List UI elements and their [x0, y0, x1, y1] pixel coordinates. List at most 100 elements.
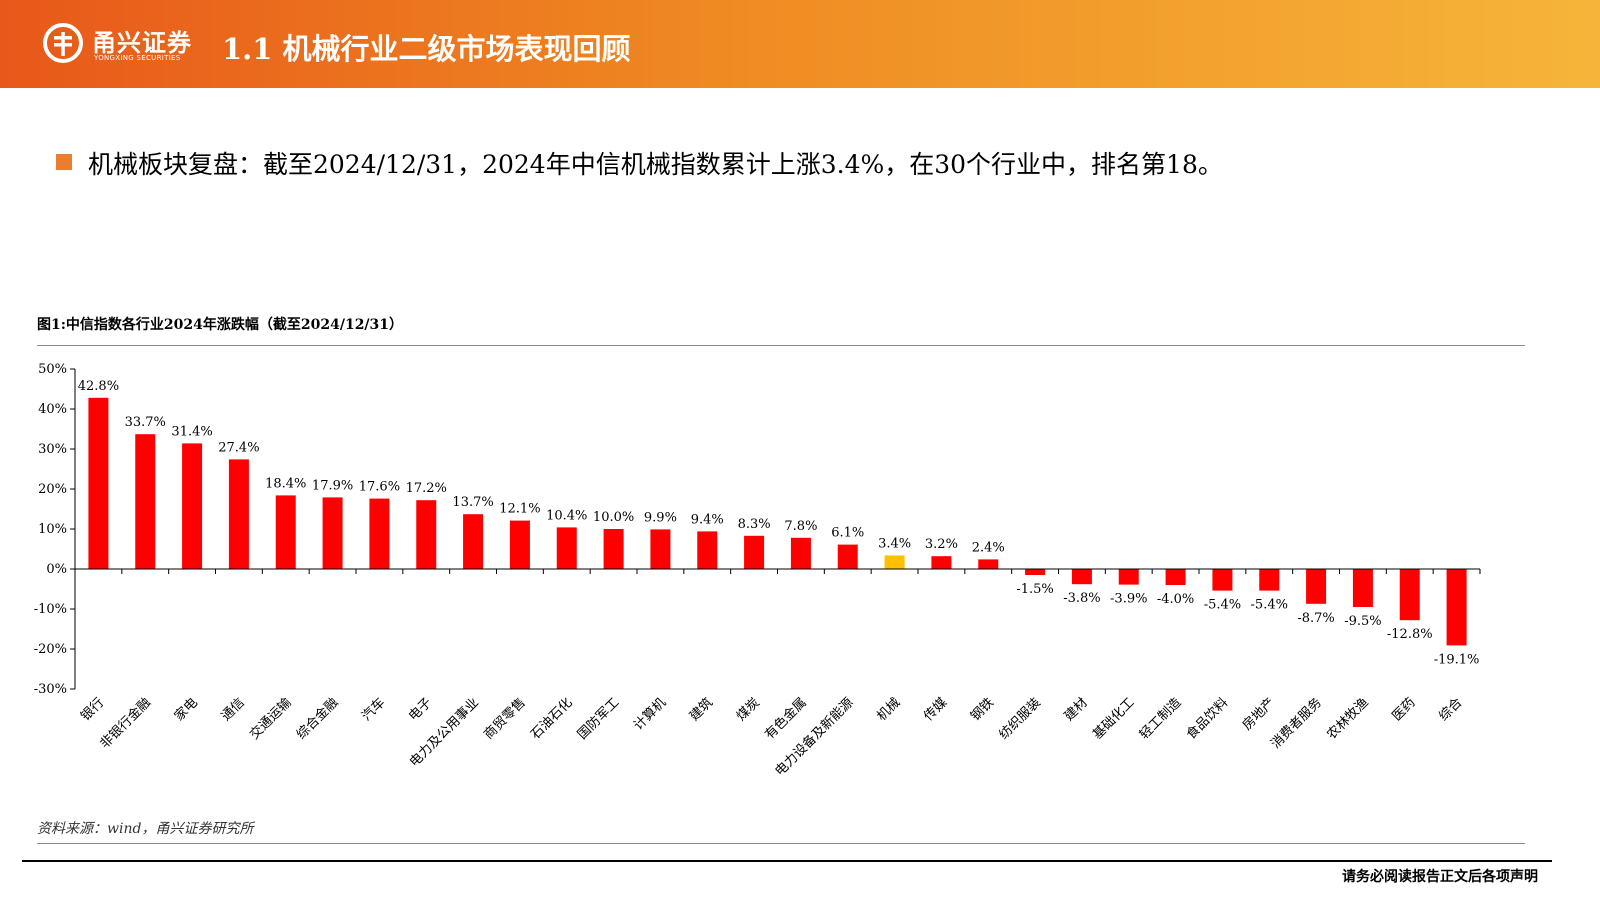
bar — [650, 529, 671, 569]
bar-value-label: 31.4% — [171, 424, 212, 439]
bar — [1352, 569, 1373, 607]
x-tick-label: 交通运输 — [246, 695, 294, 743]
bar — [88, 397, 109, 569]
x-tick-label: 电力设备及新能源 — [772, 695, 857, 780]
bar — [1071, 569, 1092, 585]
bar-value-label: 9.4% — [691, 512, 724, 527]
bar — [416, 500, 437, 569]
bullet-marker-icon — [56, 154, 72, 170]
brand-name-cn: 甬兴证券 — [92, 29, 192, 57]
y-tick-label: 20% — [38, 482, 67, 497]
bar-value-label: 17.6% — [359, 480, 400, 495]
bar — [837, 544, 858, 569]
x-tick-label: 电子 — [406, 695, 435, 724]
x-tick-label: 计算机 — [631, 695, 669, 733]
footer-rule — [22, 860, 1552, 862]
x-tick-label: 通信 — [219, 695, 248, 724]
bar-value-label: -5.4% — [1251, 598, 1288, 613]
y-tick-label: 50% — [38, 362, 67, 377]
footer-disclaimer: 请务必阅读报告正文后各项声明 — [1342, 869, 1538, 885]
bar — [556, 527, 577, 569]
x-tick-label: 基础化工 — [1090, 695, 1137, 742]
bar — [369, 498, 390, 569]
summary-text: 机械板块复盘：截至2024/12/31，2024年中信机械指数累计上涨3.4%，… — [88, 150, 1223, 179]
bar-value-label: -9.5% — [1344, 614, 1381, 629]
bar-value-label: -12.8% — [1387, 627, 1433, 642]
bar — [744, 535, 765, 569]
bar-value-label: 10.4% — [546, 508, 587, 523]
bar-value-label: 17.2% — [406, 481, 447, 496]
bar — [790, 537, 811, 569]
bar — [978, 559, 999, 569]
x-tick-label: 综合金融 — [293, 695, 341, 743]
bar — [884, 555, 905, 569]
x-tick-label: 医药 — [1390, 695, 1419, 724]
bar-value-label: 17.9% — [312, 478, 353, 493]
bar-value-label: -3.8% — [1063, 591, 1100, 606]
bar — [322, 497, 343, 569]
bar-value-label: 12.1% — [499, 502, 540, 517]
bar-value-label: 7.8% — [784, 519, 817, 534]
bar-value-label: -3.9% — [1110, 592, 1147, 607]
page-title: 1.1 机械行业二级市场表现回顾 — [222, 32, 631, 66]
figure-source: 资料来源：wind，甬兴证券研究所 — [37, 821, 254, 837]
x-tick-label: 钢铁 — [968, 695, 997, 724]
bar-value-label: 18.4% — [265, 476, 306, 491]
bar — [1212, 569, 1233, 591]
x-tick-label: 建筑 — [686, 695, 716, 725]
bar — [697, 531, 718, 569]
x-tick-label: 石油石化 — [528, 695, 575, 742]
bar-value-label: 3.4% — [878, 536, 911, 551]
bar — [228, 459, 249, 569]
x-tick-label: 建材 — [1062, 695, 1091, 724]
bar — [1306, 569, 1327, 604]
x-tick-label: 国防军工 — [574, 695, 622, 743]
x-tick-label: 机械 — [874, 695, 903, 724]
x-tick-label: 轻工制造 — [1137, 695, 1184, 742]
bar-value-label: 27.4% — [218, 440, 259, 455]
x-tick-label: 商贸零售 — [481, 695, 529, 743]
y-tick-label: -30% — [34, 682, 67, 697]
x-tick-label: 消费者服务 — [1268, 695, 1325, 752]
bar — [1259, 569, 1280, 591]
x-tick-label: 传媒 — [921, 695, 950, 724]
x-tick-label: 有色金属 — [762, 695, 810, 743]
x-tick-label: 非银行金融 — [97, 695, 154, 752]
bar — [463, 514, 484, 569]
bar — [1446, 569, 1467, 646]
figure-bottom-rule — [37, 843, 1525, 844]
bar-value-label: 6.1% — [831, 526, 864, 541]
brand-logo-icon — [43, 23, 83, 63]
y-tick-label: -20% — [34, 642, 67, 657]
bar-value-label: -4.0% — [1157, 592, 1194, 607]
y-tick-label: 0% — [46, 562, 67, 577]
bar — [509, 520, 530, 569]
bar — [1118, 569, 1139, 585]
bar-value-label: -8.7% — [1297, 611, 1334, 626]
y-tick-label: 30% — [38, 442, 67, 457]
bar-value-label: 3.2% — [925, 537, 958, 552]
figure-title: 图1:中信指数各行业2024年涨跌幅（截至2024/12/31） — [37, 317, 404, 333]
bar — [1165, 569, 1186, 585]
figure-top-rule — [37, 345, 1525, 346]
x-tick-label: 家电 — [171, 695, 201, 725]
bar — [1025, 569, 1046, 575]
x-tick-label: 房地产 — [1239, 695, 1278, 734]
x-tick-label: 综合 — [1436, 695, 1465, 724]
bar — [603, 529, 624, 569]
header-bar: 甬兴证券 YONGXING SECURITIES 1.1 机械行业二级市场表现回… — [0, 0, 1600, 88]
bar-value-label: 2.4% — [972, 540, 1005, 555]
y-tick-label: 10% — [38, 522, 67, 537]
x-tick-label: 纺织服装 — [997, 695, 1044, 742]
brand-name-en: YONGXING SECURITIES — [94, 54, 181, 62]
bar-value-label: -1.5% — [1016, 582, 1053, 597]
bar-value-label: 13.7% — [452, 495, 493, 510]
bar — [1399, 569, 1420, 621]
bar-value-label: -5.4% — [1204, 598, 1241, 613]
bar — [931, 556, 952, 569]
bar-value-label: 9.9% — [644, 510, 677, 525]
bar-value-label: -19.1% — [1434, 652, 1480, 667]
bar-value-label: 42.8% — [78, 379, 119, 394]
bar-value-label: 8.3% — [738, 517, 771, 532]
